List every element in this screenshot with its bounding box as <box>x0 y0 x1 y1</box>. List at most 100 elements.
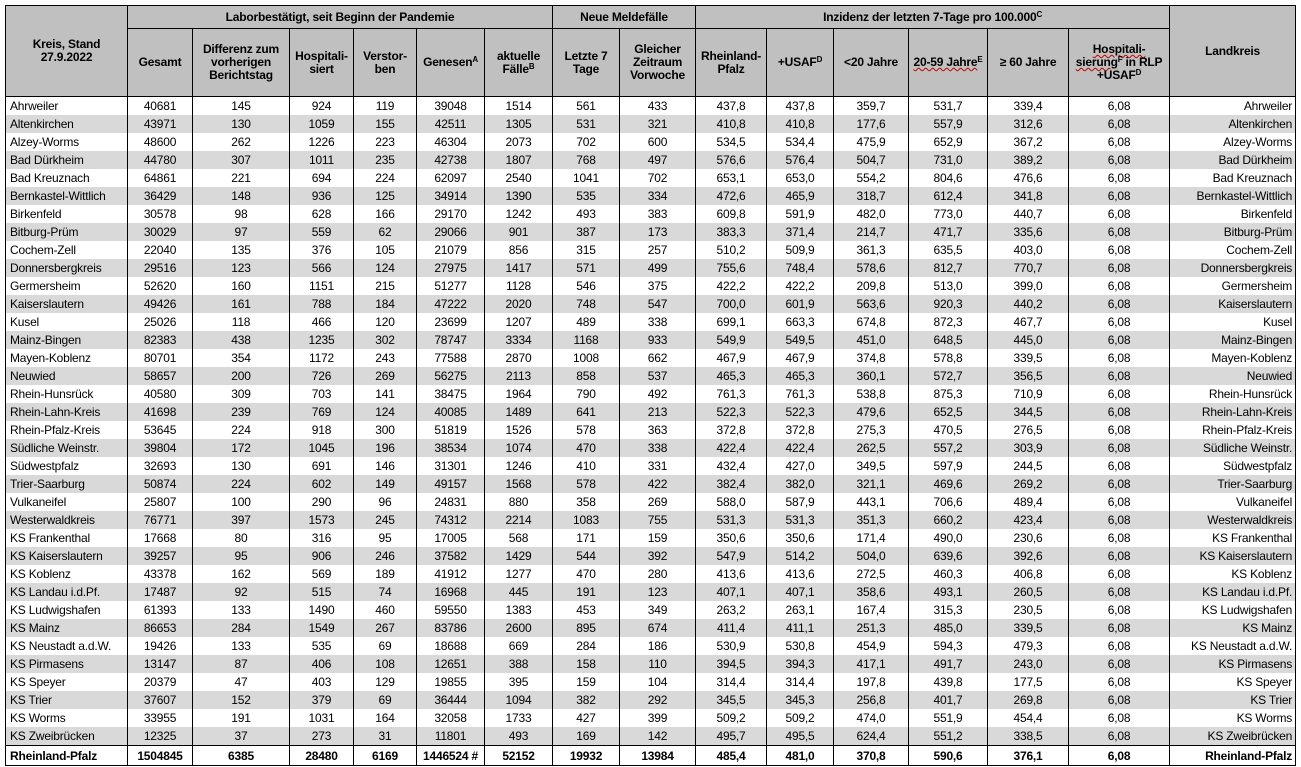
table-cell: 6,08 <box>1068 205 1171 223</box>
table-cell: 339,4 <box>987 96 1070 115</box>
table-cell: 51819 <box>416 421 485 439</box>
table-cell: 52152 <box>484 745 553 766</box>
table-cell: 77588 <box>416 349 485 367</box>
table-cell: 410,8 <box>695 115 768 133</box>
table-cell: 272,5 <box>833 565 910 583</box>
table-cell: 221 <box>192 169 290 187</box>
table-cell: 549,9 <box>695 331 768 349</box>
table-cell: 493 <box>484 727 553 746</box>
footnote-marker: B <box>528 61 535 71</box>
table-cell: 812,7 <box>908 259 989 277</box>
kreis-name: KS Frankenthal <box>5 529 128 547</box>
column-header-label: Hospitali-sierung <box>1075 42 1146 69</box>
table-cell: 142 <box>618 727 697 746</box>
landkreis-name: Ahrweiler <box>1169 96 1297 115</box>
table-cell: 1504845 <box>127 745 193 766</box>
table-cell: 924 <box>289 96 354 115</box>
table-cell: 1383 <box>484 601 553 619</box>
table-cell: 395 <box>484 673 553 691</box>
table-cell: 578 <box>552 421 620 439</box>
table-cell: 770,7 <box>987 259 1070 277</box>
table-cell: 755 <box>618 511 697 529</box>
table-cell: 269 <box>618 493 697 511</box>
table-cell: 1429 <box>484 547 553 565</box>
table-cell: 354 <box>192 349 290 367</box>
landkreis-name: KS Mainz <box>1169 619 1297 637</box>
table-cell: 6,08 <box>1068 169 1171 187</box>
table-cell: 52620 <box>127 277 193 295</box>
table-cell: 169 <box>552 727 620 746</box>
table-cell: 1277 <box>484 565 553 583</box>
table-cell: 6,08 <box>1068 421 1171 439</box>
table-cell: 537 <box>618 367 697 385</box>
table-cell: 92 <box>192 583 290 601</box>
table-cell: 290 <box>289 493 354 511</box>
table-cell: 1246 <box>484 457 553 475</box>
table-cell: 78747 <box>416 331 485 349</box>
table-cell: 6,08 <box>1068 547 1171 565</box>
table-cell: 470,5 <box>908 421 989 439</box>
column-header: +USAFD <box>766 28 835 97</box>
column-header-label: <20 Jahre <box>844 55 898 69</box>
column-header-label: Differenz zum vorherigen Berichtstag <box>202 42 280 82</box>
landkreis-name: Altenkirchen <box>1169 115 1297 133</box>
table-cell: 129 <box>353 673 417 691</box>
table-cell: 439,8 <box>908 673 989 691</box>
table-cell: 375 <box>618 277 697 295</box>
table-cell: 49426 <box>127 295 193 313</box>
kreis-name: Mainz-Bingen <box>5 331 128 349</box>
table-cell: 6169 <box>353 745 417 766</box>
table-cell: 399 <box>618 709 697 727</box>
table-cell: 470 <box>552 565 620 583</box>
table-cell: 382 <box>552 691 620 709</box>
table-cell: 933 <box>618 331 697 349</box>
table-cell: 445 <box>484 583 553 601</box>
table-cell: 17487 <box>127 583 193 601</box>
table-cell: 110 <box>618 655 697 673</box>
table-cell: 397 <box>192 511 290 529</box>
table-cell: 578,8 <box>908 349 989 367</box>
table-row: KS Pirmasens 13147 87 406 108 12651 388 158 110 3… <box>5 655 1297 673</box>
table-cell: 158 <box>552 655 620 673</box>
table-cell: 6,08 <box>1068 511 1171 529</box>
table-cell: 316 <box>289 529 354 547</box>
column-header: Hospitali-siert <box>289 28 354 97</box>
table-cell: 133 <box>192 601 290 619</box>
table-cell: 748,4 <box>766 259 835 277</box>
table-cell: 46304 <box>416 133 485 151</box>
table-cell: 29066 <box>416 223 485 241</box>
table-cell: 561 <box>552 96 620 115</box>
kreis-name: KS Speyer <box>5 673 128 691</box>
table-cell: 350,6 <box>766 529 835 547</box>
landkreis-name: Neuwied <box>1169 367 1297 385</box>
table-cell: 702 <box>618 169 697 187</box>
table-cell: 43971 <box>127 115 193 133</box>
table-cell: 700,0 <box>695 295 768 313</box>
table-cell: 6,08 <box>1068 313 1171 331</box>
table-cell: 493 <box>552 205 620 223</box>
table-cell: 702 <box>552 133 620 151</box>
table-cell: 403,0 <box>987 241 1070 259</box>
table-cell: 6,08 <box>1068 133 1171 151</box>
kreis-name: Germersheim <box>5 277 128 295</box>
table-cell: 407,1 <box>695 583 768 601</box>
table-cell: 1733 <box>484 709 553 727</box>
table-cell: 1446524 # <box>416 745 485 766</box>
table-cell: 171 <box>552 529 620 547</box>
table-cell: 235 <box>353 151 417 169</box>
landkreis-name: KS Zweibrücken <box>1169 727 1297 746</box>
landkreis-name: Kusel <box>1169 313 1297 331</box>
table-cell: 27975 <box>416 259 485 277</box>
table-cell: 652,5 <box>908 403 989 421</box>
table-cell: 62097 <box>416 169 485 187</box>
column-header: 20-59 JahreE <box>908 28 989 97</box>
table-cell: 401,7 <box>908 691 989 709</box>
table-cell: 243 <box>353 349 417 367</box>
table-cell: 406 <box>289 655 354 673</box>
table-cell: 674 <box>618 619 697 637</box>
table-cell: 338 <box>618 439 697 457</box>
table-row: KS Zweibrücken 12325 37 273 31 11801 493 169 142… <box>5 727 1297 746</box>
table-cell: 467,9 <box>695 349 768 367</box>
table-cell: 388 <box>484 655 553 673</box>
table-cell: 315 <box>552 241 620 259</box>
